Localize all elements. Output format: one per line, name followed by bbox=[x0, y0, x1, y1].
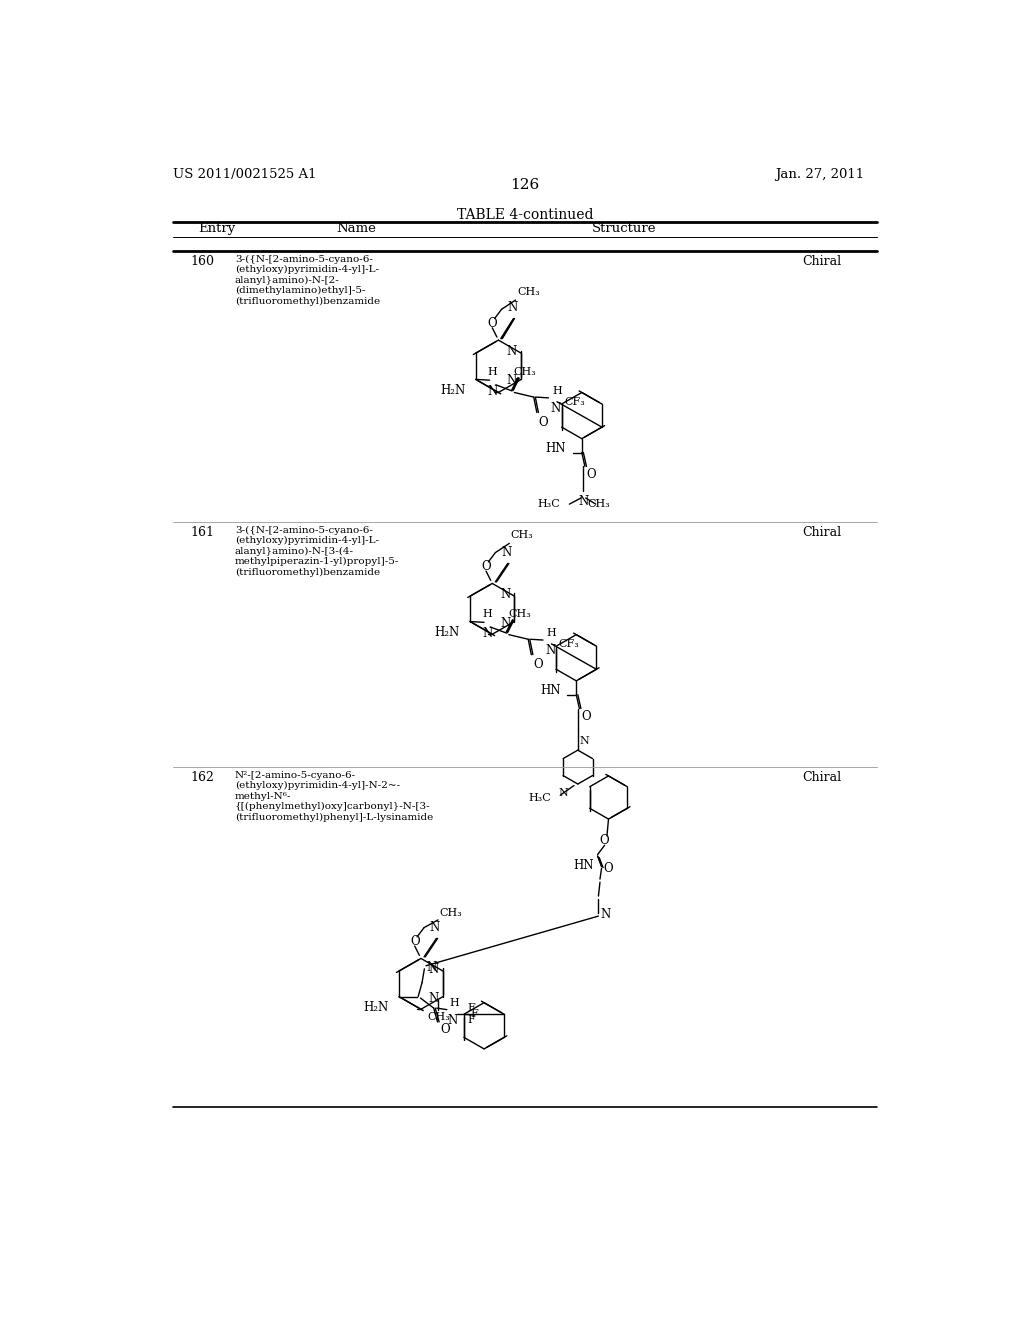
Text: N: N bbox=[500, 589, 510, 601]
Text: N: N bbox=[501, 545, 511, 558]
Text: Chiral: Chiral bbox=[802, 525, 842, 539]
Text: CH₃: CH₃ bbox=[439, 908, 462, 917]
Text: TABLE 4-continued: TABLE 4-continued bbox=[457, 209, 593, 223]
Text: N: N bbox=[429, 964, 439, 975]
Text: H₃C: H₃C bbox=[528, 793, 551, 803]
Text: O: O bbox=[487, 317, 497, 330]
Text: F: F bbox=[470, 1010, 478, 1019]
Text: N: N bbox=[600, 908, 610, 921]
Text: 3-({N-[2-amino-5-cyano-6-
(ethyloxy)pyrimidin-4-yl]-L-
alanyl}amino)-N-[2-
(dime: 3-({N-[2-amino-5-cyano-6- (ethyloxy)pyri… bbox=[234, 255, 380, 306]
Text: N: N bbox=[551, 401, 561, 414]
Text: N: N bbox=[545, 644, 556, 657]
Text: N: N bbox=[430, 921, 440, 933]
Text: N: N bbox=[579, 495, 589, 508]
Text: H₂N: H₂N bbox=[434, 626, 460, 639]
Text: O: O bbox=[600, 834, 609, 847]
Text: CH₃: CH₃ bbox=[511, 531, 534, 540]
Text: O: O bbox=[539, 416, 548, 429]
Text: H: H bbox=[547, 628, 557, 638]
Text: Name: Name bbox=[337, 222, 377, 235]
Text: N: N bbox=[507, 301, 517, 314]
Text: H₂N: H₂N bbox=[364, 1001, 388, 1014]
Text: H: H bbox=[482, 610, 492, 619]
Text: O: O bbox=[581, 710, 591, 723]
Text: O: O bbox=[603, 862, 612, 875]
Text: CH₃: CH₃ bbox=[517, 286, 540, 297]
Text: N: N bbox=[559, 788, 568, 797]
Text: N: N bbox=[500, 616, 510, 630]
Text: N: N bbox=[580, 737, 589, 746]
Text: H₂N: H₂N bbox=[440, 384, 466, 397]
Text: 161: 161 bbox=[190, 525, 214, 539]
Text: US 2011/0021525 A1: US 2011/0021525 A1 bbox=[173, 168, 316, 181]
Text: 160: 160 bbox=[190, 255, 214, 268]
Text: N: N bbox=[447, 1014, 458, 1027]
Text: F: F bbox=[468, 1003, 475, 1012]
Text: CF₃: CF₃ bbox=[564, 397, 585, 407]
Text: CH₃: CH₃ bbox=[587, 499, 610, 510]
Text: H: H bbox=[450, 998, 459, 1008]
Text: CH₃: CH₃ bbox=[514, 367, 537, 378]
Text: O: O bbox=[587, 469, 596, 480]
Text: 3-({N-[2-amino-5-cyano-6-
(ethyloxy)pyrimidin-4-yl]-L-
alanyl}amino)-N-[3-(4-
me: 3-({N-[2-amino-5-cyano-6- (ethyloxy)pyri… bbox=[234, 525, 399, 577]
Text: Chiral: Chiral bbox=[802, 255, 842, 268]
Text: 162: 162 bbox=[190, 771, 214, 784]
Text: CH₃: CH₃ bbox=[508, 610, 530, 619]
Text: N: N bbox=[429, 991, 439, 1005]
Text: HN: HN bbox=[546, 442, 566, 455]
Text: N: N bbox=[426, 961, 436, 974]
Text: F: F bbox=[468, 1015, 475, 1026]
Text: N²-[2-amino-5-cyano-6-
(ethyloxy)pyrimidin-4-yl]-N-2~-
methyl-N⁶-
{[(phenylmethy: N²-[2-amino-5-cyano-6- (ethyloxy)pyrimid… bbox=[234, 771, 433, 821]
Text: O: O bbox=[481, 560, 490, 573]
Text: N: N bbox=[507, 345, 517, 358]
Text: N: N bbox=[482, 627, 493, 640]
Text: Jan. 27, 2011: Jan. 27, 2011 bbox=[775, 168, 864, 181]
Text: CH₃: CH₃ bbox=[427, 1012, 450, 1022]
Text: Structure: Structure bbox=[592, 222, 656, 235]
Text: N: N bbox=[507, 375, 517, 388]
Text: O: O bbox=[410, 935, 420, 948]
Text: O: O bbox=[532, 657, 543, 671]
Text: H: H bbox=[552, 385, 562, 396]
Text: HN: HN bbox=[541, 684, 561, 697]
Text: HN: HN bbox=[573, 859, 594, 871]
Text: Chiral: Chiral bbox=[802, 771, 842, 784]
Text: O: O bbox=[440, 1023, 450, 1036]
Text: H₃C: H₃C bbox=[538, 499, 560, 510]
Text: CF₃: CF₃ bbox=[558, 639, 580, 649]
Text: Entry: Entry bbox=[198, 222, 234, 235]
Text: H: H bbox=[487, 367, 498, 378]
Text: 126: 126 bbox=[510, 178, 540, 191]
Text: N: N bbox=[487, 385, 498, 397]
